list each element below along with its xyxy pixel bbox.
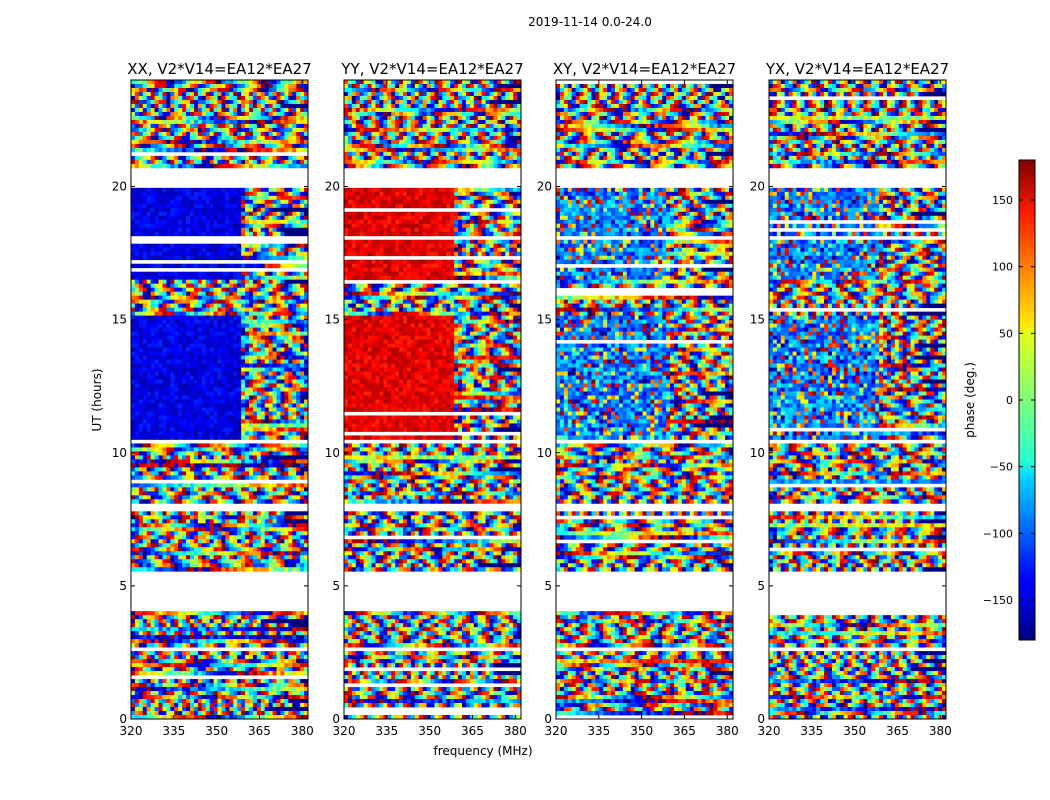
y-tick-label: 20 — [750, 180, 765, 194]
y-tick-label: 0 — [119, 712, 127, 726]
y-tick-label: 0 — [757, 712, 765, 726]
panel-title: XX, V2*V14=EA12*EA27 — [127, 60, 311, 78]
figure-suptitle: 2019-11-14 0.0-24.0 — [528, 15, 652, 29]
panel-xy: XY, V2*V14=EA12*EA27 320 335 350 365 380 0 5 10 1… — [537, 60, 739, 738]
x-tick-label: 320 — [120, 724, 143, 738]
y-tick-label: 0 — [544, 712, 552, 726]
y-tick-label: 15 — [537, 313, 552, 327]
colorbar-tick-label: −100 — [983, 527, 1013, 540]
colorbar-tick-label: −150 — [983, 594, 1013, 607]
x-tick-label: 350 — [843, 724, 866, 738]
panel-title: YY, V2*V14=EA12*EA27 — [340, 60, 523, 78]
x-tick-label: 350 — [418, 724, 441, 738]
x-tick-label: 380 — [291, 724, 314, 738]
phase-heatmap-xx — [131, 80, 308, 719]
y-tick-label: 5 — [332, 579, 340, 593]
x-tick-label: 380 — [716, 724, 739, 738]
y-tick-label: 15 — [325, 313, 340, 327]
y-tick-label: 5 — [544, 579, 552, 593]
colorbar-tick-label: 100 — [992, 261, 1013, 274]
x-tick-label: 365 — [461, 724, 484, 738]
x-tick-label: 335 — [800, 724, 823, 738]
panel-yx: YX, V2*V14=EA12*EA27 320 335 350 365 380 0 5 10 1… — [750, 60, 952, 738]
y-tick-label: 10 — [537, 446, 552, 460]
y-tick-label: 15 — [112, 313, 127, 327]
x-tick-label: 335 — [162, 724, 185, 738]
colorbar: 150 100 50 0 −50 −100 −150 phase (deg.) — [963, 159, 1036, 641]
y-tick-label: 10 — [750, 446, 765, 460]
x-tick-label: 320 — [545, 724, 568, 738]
y-tick-label: 0 — [332, 712, 340, 726]
x-tick-label: 320 — [758, 724, 781, 738]
x-tick-label: 365 — [886, 724, 909, 738]
panel-xx: XX, V2*V14=EA12*EA27 320 335 350 365 380 0 5 10 1… — [112, 60, 314, 738]
x-tick-label: 335 — [375, 724, 398, 738]
y-tick-label: 5 — [119, 579, 127, 593]
x-tick-label: 380 — [504, 724, 527, 738]
x-tick-label: 350 — [205, 724, 228, 738]
y-tick-label: 20 — [537, 180, 552, 194]
colorbar-label: phase (deg.) — [963, 362, 977, 438]
panel-title: YX, V2*V14=EA12*EA27 — [765, 60, 949, 78]
y-tick-label: 5 — [757, 579, 765, 593]
y-tick-label: 15 — [750, 313, 765, 327]
y-axis-label: UT (hours) — [90, 368, 104, 431]
x-tick-label: 320 — [333, 724, 356, 738]
y-tick-label: 10 — [325, 446, 340, 460]
panel-title: XY, V2*V14=EA12*EA27 — [553, 60, 736, 78]
phase-heatmap-xy — [556, 80, 733, 719]
colorbar-tick-label: −50 — [990, 461, 1013, 474]
panel-frame — [130, 79, 309, 720]
x-tick-label: 365 — [248, 724, 271, 738]
y-tick-label: 20 — [112, 180, 127, 194]
panel-yy: YY, V2*V14=EA12*EA27 320 335 350 365 380 0 5 10 1… — [325, 60, 527, 738]
x-tick-label: 335 — [587, 724, 610, 738]
panel-frame — [555, 79, 734, 720]
x-tick-label: 365 — [673, 724, 696, 738]
colorbar-tick-label: 0 — [1006, 394, 1013, 407]
colorbar-tick-label: 50 — [999, 327, 1013, 340]
phase-heatmap-yy — [344, 80, 521, 719]
phase-heatmap-yx — [769, 80, 946, 719]
x-tick-label: 350 — [630, 724, 653, 738]
panel-frame — [768, 79, 947, 720]
colorbar-tick-label: 150 — [992, 194, 1013, 207]
panel-frame — [343, 79, 522, 720]
y-tick-label: 10 — [112, 446, 127, 460]
x-tick-label: 380 — [929, 724, 952, 738]
x-axis-label: frequency (MHz) — [433, 744, 532, 758]
y-tick-label: 20 — [325, 180, 340, 194]
